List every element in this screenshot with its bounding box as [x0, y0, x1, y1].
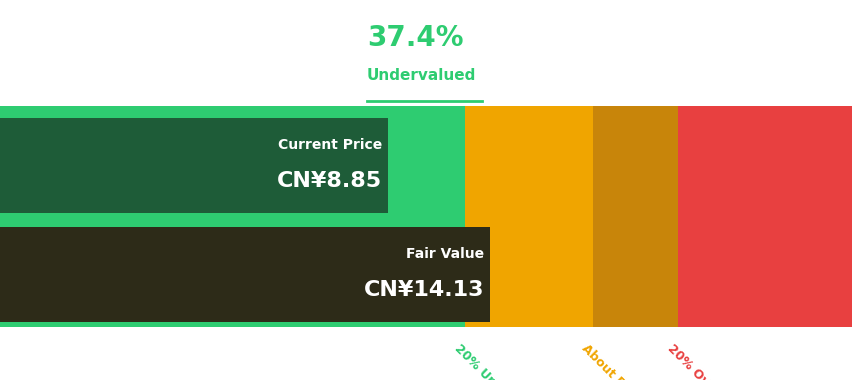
Bar: [464, 106, 592, 327]
Text: Fair Value: Fair Value: [406, 247, 484, 261]
Bar: [0, 227, 490, 322]
Bar: [677, 106, 852, 327]
Text: CN¥8.85: CN¥8.85: [277, 171, 382, 191]
Text: 20% Overvalued: 20% Overvalued: [664, 342, 754, 380]
Text: 37.4%: 37.4%: [366, 24, 463, 52]
Text: CN¥14.13: CN¥14.13: [364, 280, 484, 300]
Text: About Right: About Right: [579, 342, 647, 380]
Text: 20% Undervalued: 20% Undervalued: [451, 342, 548, 380]
Bar: [0, 106, 464, 327]
Bar: [592, 106, 677, 327]
Text: Current Price: Current Price: [278, 138, 382, 152]
Text: Undervalued: Undervalued: [366, 68, 475, 84]
Bar: [0, 118, 388, 213]
